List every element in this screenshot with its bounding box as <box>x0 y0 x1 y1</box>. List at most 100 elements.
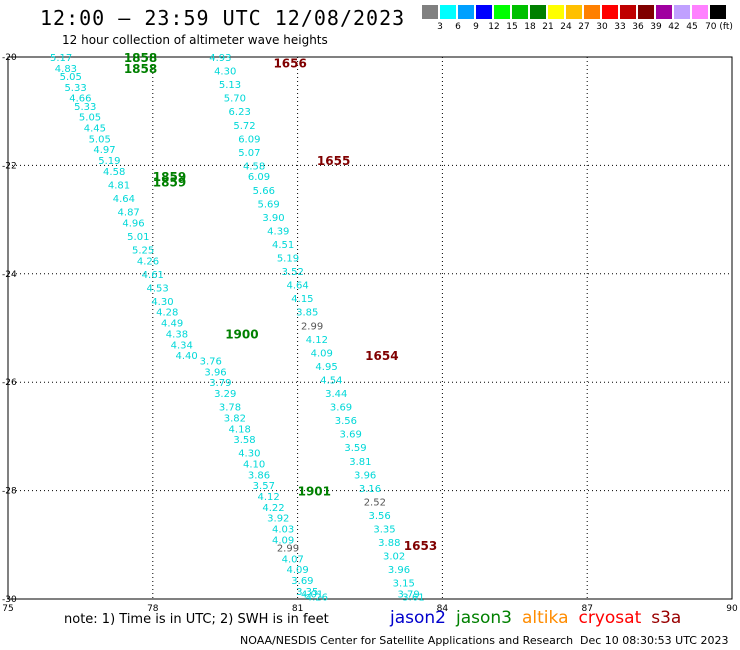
scale-label: 3 <box>437 22 443 32</box>
swh-value-label: 3.02 <box>383 552 405 563</box>
swh-value-label: 3.57 <box>253 481 275 492</box>
scale-label: 6 <box>455 22 461 32</box>
scale-swatch <box>440 5 456 19</box>
swh-value-label: 3.81 <box>349 457 371 468</box>
swh-value-label: 3.69 <box>291 576 313 587</box>
swh-value-label: 3.78 <box>219 403 241 414</box>
swh-value-label: 4.81 <box>108 180 130 191</box>
swh-value-label: 5.33 <box>74 102 96 113</box>
scale-swatch <box>692 5 708 19</box>
swh-value-label: 4.07 <box>282 554 304 565</box>
footer-credit: NOAA/NESDIS Center for Satellite Applica… <box>240 634 574 647</box>
legend-jason2: jason2 <box>390 608 446 628</box>
swh-value-label: 4.66 <box>69 94 91 105</box>
scale-label: 24 <box>560 22 572 32</box>
swh-value-label: 5.13 <box>219 80 241 91</box>
scale-label: 39 <box>650 22 662 32</box>
scale-label: 42 <box>668 22 680 32</box>
swh-value-label: 3.86 <box>248 470 270 481</box>
swh-value-label: 2.52 <box>364 497 386 508</box>
scale-label: 21 <box>542 22 554 32</box>
y-tick-label: -22 <box>2 161 17 171</box>
swh-value-label: 5.25 <box>132 245 154 256</box>
y-tick-label: -28 <box>2 487 17 497</box>
swh-value-label: 3.90 <box>262 213 284 224</box>
swh-value-label: 4.30 <box>238 449 260 460</box>
swh-value-label: 4.09 <box>286 565 308 576</box>
swh-value-label: 5.33 <box>64 83 86 94</box>
x-tick-label: 87 <box>581 604 592 614</box>
swh-value-label: 4.96 <box>122 218 144 229</box>
x-tick-label: 81 <box>292 604 303 614</box>
swh-value-label: 6.09 <box>238 134 260 145</box>
satellite-legend: jason2 jason3 altika cryosat s3a <box>390 608 691 628</box>
swh-value-label: 4.38 <box>166 329 188 340</box>
swh-value-label: 4.95 <box>315 362 337 373</box>
scale-swatch <box>458 5 474 19</box>
x-tick-label: 75 <box>2 604 13 614</box>
time-label: 1901 <box>298 485 331 499</box>
scale-swatch <box>476 5 492 19</box>
scale-label: 36 <box>632 22 644 32</box>
y-tick-label: -26 <box>2 378 17 388</box>
swh-value-label: 4.26 <box>306 592 328 603</box>
swh-value-label: 5.05 <box>79 113 101 124</box>
time-label: 1859 <box>153 170 186 184</box>
y-tick-label: -30 <box>2 595 17 605</box>
legend-s3a: s3a <box>651 608 682 628</box>
swh-value-label: 2.99 <box>277 544 299 555</box>
swh-value-label: 4.93 <box>209 53 231 64</box>
x-tick-label: 84 <box>437 604 449 614</box>
scale-swatch <box>494 5 510 19</box>
swh-value-label: 3.61 <box>402 592 424 603</box>
scale-swatch <box>422 5 438 19</box>
swh-value-label: 3.96 <box>388 565 410 576</box>
time-label: 1656 <box>273 56 306 70</box>
swh-value-label: 5.01 <box>127 232 149 243</box>
scale-label: 33 <box>614 22 626 32</box>
swh-value-label: 3.56 <box>335 416 357 427</box>
swh-value-label: 3.85 <box>296 308 318 319</box>
swh-value-label: 3.29 <box>214 389 236 400</box>
swh-value-label: 3.56 <box>369 511 391 522</box>
swh-value-label: 4.15 <box>291 294 313 305</box>
swh-value-label: 3.15 <box>393 579 415 590</box>
swh-value-label: 4.97 <box>93 145 115 156</box>
swh-value-label: 4.12 <box>306 335 328 346</box>
footer-note: note: 1) Time is in UTC; 2) SWH is in fe… <box>64 612 329 627</box>
swh-value-label: 4.30 <box>214 67 236 78</box>
swh-value-label: 4.28 <box>156 308 178 319</box>
swh-value-label: 4.51 <box>272 240 294 251</box>
x-tick-label: 90 <box>726 604 738 614</box>
time-label: 1858 <box>124 62 157 76</box>
scale-swatch <box>548 5 564 19</box>
legend-altika: altika <box>522 608 569 628</box>
swh-value-label: 4.40 <box>175 351 197 362</box>
swh-value-label: 3.79 <box>209 378 231 389</box>
swh-value-label: 4.09 <box>311 348 333 359</box>
scale-swatch <box>674 5 690 19</box>
swh-value-label: 4.58 <box>243 161 265 172</box>
swh-value-label: 4.12 <box>258 492 280 503</box>
swh-value-label: 4.87 <box>118 207 140 218</box>
scale-label: 9 <box>473 22 479 32</box>
swh-value-label: 4.61 <box>142 270 164 281</box>
swh-value-label: 4.54 <box>320 375 342 386</box>
chart-title: 12:00 – 23:59 UTC 12/08/2023 <box>40 6 406 30</box>
swh-value-label: 6.09 <box>248 172 270 183</box>
time-label: 1859 <box>153 176 186 190</box>
swh-value-label: 5.70 <box>224 94 246 105</box>
chart-subtitle: 12 hour collection of altimeter wave hei… <box>62 33 328 47</box>
swh-value-label: 4.03 <box>272 525 294 536</box>
swh-value-label: 4.64 <box>113 194 135 205</box>
swh-value-label: 4.22 <box>262 503 284 514</box>
scale-swatch <box>602 5 618 19</box>
plot-frame <box>7 56 733 600</box>
swh-value-label: 4.34 <box>171 340 193 351</box>
swh-value-label: 2.99 <box>301 321 323 332</box>
swh-value-label: 3.88 <box>378 538 400 549</box>
scale-swatch <box>710 5 726 19</box>
swh-value-label: 4.09 <box>272 535 294 546</box>
swh-value-label: 3.58 <box>233 435 255 446</box>
